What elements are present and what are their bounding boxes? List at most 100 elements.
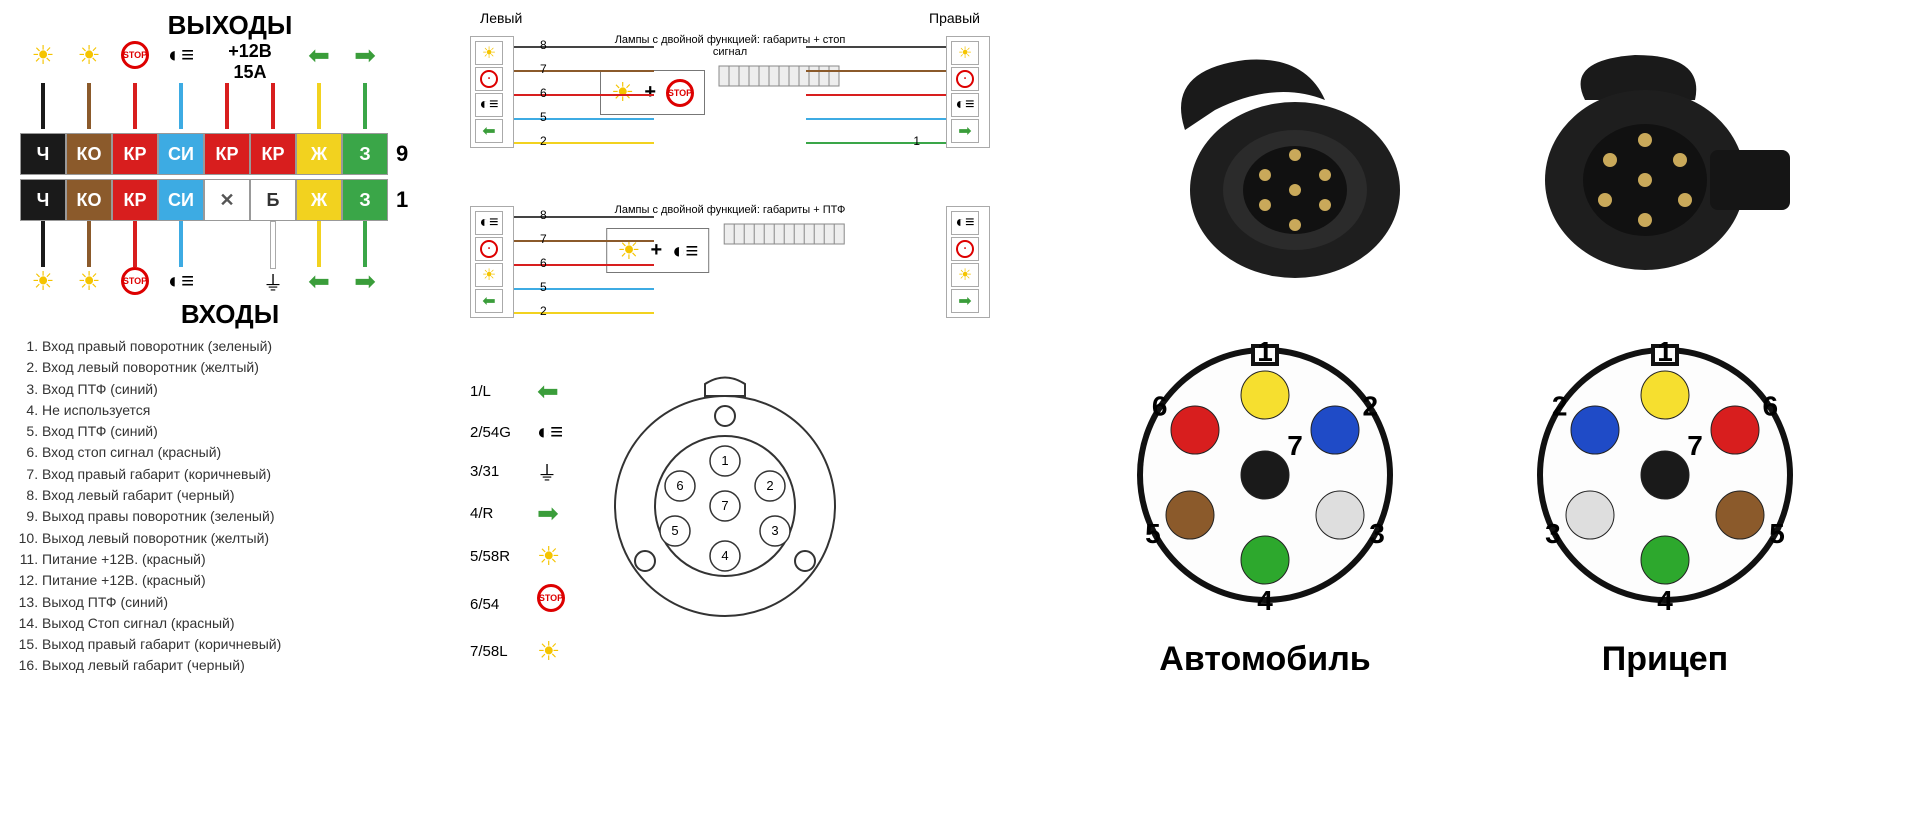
arrow-left-icon: ⬅ [475, 289, 503, 313]
left-label: Левый [480, 10, 522, 26]
row-num-top: 9 [396, 141, 408, 167]
sun-icon: ☀ [66, 41, 112, 69]
wire [342, 83, 388, 129]
wire [514, 118, 654, 120]
wire-number: 5 [540, 110, 547, 124]
wiring-block-2: ◐≡ • ☀ ⬅ ◐≡ • ☀ ➡ Лампы с двойной функци… [470, 196, 990, 346]
plug-photo [1505, 30, 1805, 290]
arrow-left-icon: ⬅ [296, 267, 342, 295]
plus-icon: + [651, 239, 663, 262]
wire [20, 221, 66, 267]
input-wires [20, 221, 440, 267]
stop-icon: • [951, 67, 979, 91]
wire-number: 8 [540, 38, 547, 52]
sun-icon: ☀ [66, 267, 112, 295]
foglamp-icon: ◐≡ [672, 238, 698, 264]
legend-item: Не используется [42, 400, 440, 420]
wire [66, 83, 112, 129]
pin-number: 1 [721, 453, 728, 468]
wire [514, 70, 654, 72]
wire [112, 221, 158, 267]
pin-number: 7 [1687, 430, 1703, 461]
legend-item: Выход ПТФ (синий) [42, 592, 440, 612]
wire-number: 6 [540, 86, 547, 100]
row-num-bot: 1 [396, 187, 408, 213]
pin-number: 5 [1769, 518, 1785, 549]
wire [66, 221, 112, 267]
stop-icon: STOP [121, 41, 149, 69]
wire [806, 142, 946, 144]
wire [514, 94, 654, 96]
wiring-block-1: ☀ • ◐≡ ⬅ ☀ • ◐≡ ➡ Лампы с двойной функци… [470, 26, 990, 176]
pin-dot [1241, 451, 1289, 499]
legend-item: Вход ПТФ (синий) [42, 379, 440, 399]
pin-number: 5 [671, 523, 678, 538]
terminal-block: Ч [20, 179, 66, 221]
left-wiring-panel: ВЫХОДЫ ☀ ☀ STOP ◐≡ +12В 15A ⬅ ➡ ЧКОКРСИК… [20, 10, 440, 690]
plus-icon: + [644, 81, 656, 104]
legend-item: Вход левый поворотник (желтый) [42, 357, 440, 377]
sun-icon: ☀ [20, 267, 66, 295]
pin-legend-row: 5/58R☀ [470, 541, 565, 572]
legend-item: Выход правый габарит (коричневый) [42, 634, 440, 654]
pin-legend-row: 4/R➡ [470, 498, 565, 529]
right-lamp-stack: ☀ • ◐≡ ➡ [946, 36, 990, 148]
pin-number: 3 [1545, 518, 1561, 549]
pin-dot [1241, 536, 1289, 584]
pin-number: 7 [721, 498, 728, 513]
wire [250, 221, 296, 267]
legend-item: Питание +12В. (красный) [42, 549, 440, 569]
terminal-block: З [342, 179, 388, 221]
foglamp-icon: ◐≡ [158, 267, 204, 295]
terminal-block: КР [204, 133, 250, 175]
terminal-block: СИ [158, 133, 204, 175]
pin-number: 2 [1363, 390, 1379, 421]
pin-dot [1571, 406, 1619, 454]
connector-face-diagram: 1 2 3 4 5 6 7 [595, 366, 855, 626]
arrow-right-icon: ➡ [342, 267, 388, 295]
trailer-label: Прицеп [1495, 640, 1835, 679]
input-icon-row: ☀ ☀ STOP ◐≡ ⏚ ⬅ ➡ [20, 267, 440, 295]
pin-dot [1641, 371, 1689, 419]
wire-number: 7 [540, 62, 547, 76]
pin-number: 4 [1657, 585, 1673, 616]
right-label: Правый [929, 10, 980, 26]
terminal-block: Ж [296, 133, 342, 175]
foglamp-icon: ◐≡ [158, 41, 204, 69]
fuse-label: 15A [204, 62, 296, 83]
pin-dot [1166, 491, 1214, 539]
wire [158, 221, 204, 267]
stop-icon: • [475, 67, 503, 91]
wire [204, 221, 250, 267]
terminal-block: КР [112, 179, 158, 221]
wire-number: 2 [540, 134, 547, 148]
right-connector-panel: 1234567 Автомобиль 1654327 Прицеп [1030, 30, 1900, 679]
wire [806, 70, 946, 72]
stop-icon: • [475, 237, 503, 261]
pin-legend-row: 2/54G◐≡ [470, 419, 565, 445]
wire-number: 2 [540, 304, 547, 318]
wire [514, 240, 654, 242]
arrow-left-icon: ⬅ [475, 119, 503, 143]
legend-item: Выход левый поворотник (желтый) [42, 528, 440, 548]
pin-number: 4 [1257, 585, 1273, 616]
pin-legend-row: 3/31⏚ [470, 457, 565, 486]
pin-number: 3 [1369, 518, 1385, 549]
foglamp-icon: ◐≡ [951, 211, 979, 235]
legend-item: Вход левый габарит (черный) [42, 485, 440, 505]
left-lamp-stack: ◐≡ • ☀ ⬅ [470, 206, 514, 318]
arrow-right-icon: ➡ [951, 289, 979, 313]
legend-item: Питание +12В. (красный) [42, 570, 440, 590]
inputs-title: ВХОДЫ [20, 299, 440, 330]
wire [514, 312, 654, 314]
wire [514, 288, 654, 290]
foglamp-icon: ◐≡ [951, 93, 979, 117]
pin-number: 4 [721, 548, 728, 563]
sun-icon: ☀ [951, 41, 979, 65]
sun-icon: ☀ [611, 77, 634, 108]
pin-dot [1311, 406, 1359, 454]
pin-number: 7 [1287, 430, 1303, 461]
wire [158, 83, 204, 129]
wire [514, 142, 654, 144]
car-connector-diagram: 1234567 Автомобиль [1095, 320, 1435, 679]
